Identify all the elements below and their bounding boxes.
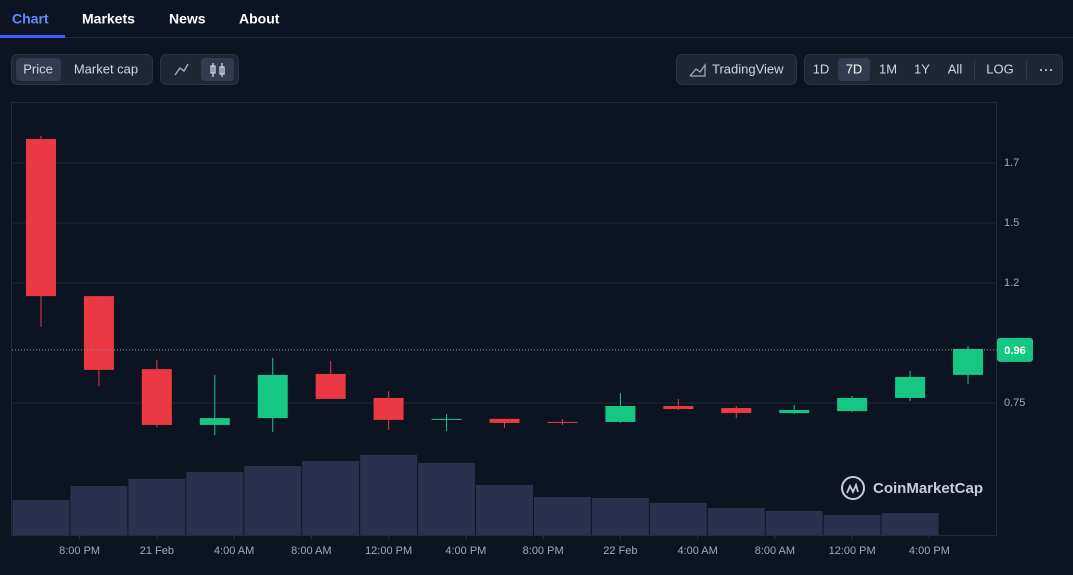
active-tab-underline [0,35,65,38]
x-tick-label: 12:00 PM [365,545,412,557]
candle-body [605,405,636,422]
volume-bar [649,503,707,535]
volume-bar [533,497,591,535]
x-tick-label: 21 Feb [140,545,174,557]
volume-bar [360,455,418,535]
x-tick-label: 12:00 PM [829,545,876,557]
plot: 1.7 1.5 1.2 0.75 8:00 PM 21 Feb 4:00 AM 8:00 AM… [12,135,1033,557]
tradingview-button[interactable] [676,54,797,85]
button[interactable]: 1M [879,61,897,76]
candle-icon[interactable] [201,58,234,81]
x-tick-label: 4:00 AM [214,545,254,557]
x-tick-label: 8:00 PM [523,545,564,557]
volume-bar [823,515,881,535]
tab[interactable]: Chart [12,11,49,27]
y-tick-label: 1.7 [1004,157,1019,169]
candle-body [83,296,114,370]
button-label: TradingView [712,61,784,76]
x-tick-label: 4:00 PM [909,545,950,557]
volume-bar [476,485,533,535]
y-tick-label: 1.5 [1004,217,1019,229]
candle-body [431,418,462,420]
x-tick-label: 22 Feb [603,545,637,557]
candle-body [953,348,984,375]
volume-bar [128,479,186,535]
x-tick-label: 8:00 PM [59,545,100,557]
candle-body [663,405,694,410]
volume-bar [765,511,823,535]
x-tick-label: 4:00 PM [445,545,486,557]
volume-bar [591,498,649,535]
candle-body [895,376,926,398]
volume-bar [707,508,765,535]
tab[interactable]: Markets [82,11,135,27]
tab[interactable]: About [239,11,280,27]
watermark-text: CoinMarketCap [873,480,983,497]
y-tick-label: 1.2 [1004,277,1019,289]
volume-bar [244,466,302,535]
logo [841,476,865,500]
button[interactable]: All [948,61,963,76]
watermark: CoinMarketCap [841,476,983,500]
active-button [838,58,870,81]
button[interactable]: 1D [813,61,830,76]
volume-bar [418,463,476,535]
active-button [16,58,61,81]
tab[interactable]: News [169,11,206,27]
candle-body [779,410,810,414]
volume-bar [186,472,244,535]
candle-body [25,138,56,297]
volume-bar [302,461,360,535]
x-tick-label: 4:00 AM [677,545,717,557]
button[interactable]: Market cap [74,61,138,76]
candle-body [373,397,404,420]
button[interactable]: 1Y [914,61,930,76]
candle-body [837,397,868,412]
button[interactable]: LOG [986,61,1013,76]
candle-body [199,418,230,425]
candle-body [315,373,346,399]
volume-bar [70,486,128,535]
candle-body [257,374,288,419]
tradingview-icon [689,62,706,77]
current-price-label: 0.96 [1004,345,1025,357]
candle-body [141,369,172,425]
button[interactable]: 7D [846,61,863,76]
current-price-badge [997,337,1033,362]
x-tick-label: 8:00 AM [291,545,331,557]
candle-body [721,408,752,414]
volume-bar [12,500,70,535]
x-tick-label: 8:00 AM [755,545,795,557]
plot-frame [11,102,997,536]
candle-body [547,421,578,423]
volume-bar [881,513,939,535]
button[interactable]: Price [23,61,53,76]
candle-glyph [210,63,225,77]
line-icon[interactable] [174,63,189,76]
candle-body [489,418,520,423]
logo-glyph [846,482,859,495]
y-tick-label: 0.75 [1004,397,1025,409]
